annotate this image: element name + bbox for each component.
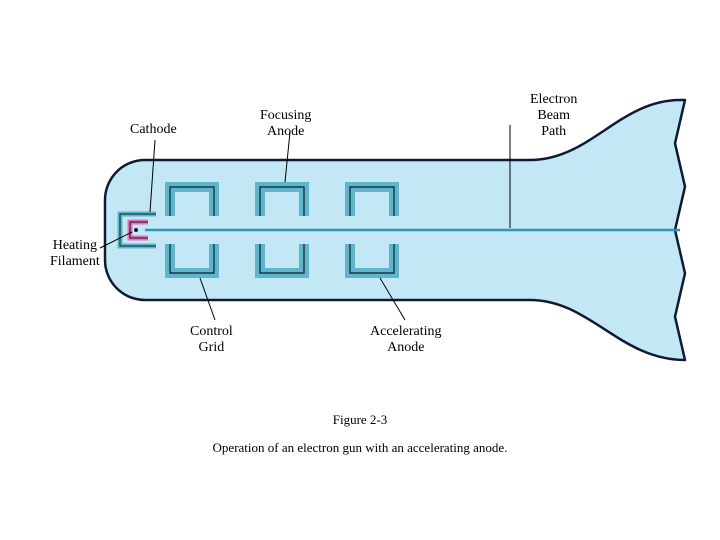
label-control-grid: Control Grid [190,324,233,356]
label-focusing-anode: Focusing Anode [260,108,311,140]
label-heating-filament: Heating Filament [50,238,100,270]
figure-caption: Operation of an electron gun with an acc… [0,440,720,456]
figure-number: Figure 2-3 [0,412,720,428]
label-cathode: Cathode [130,122,177,138]
electron-gun-diagram: Cathode Focusing Anode Electron Beam Pat… [0,0,720,540]
diagram-svg [0,0,720,540]
label-accelerating-anode: Accelerating Anode [370,324,442,356]
label-electron-beam: Electron Beam Path [530,92,577,140]
